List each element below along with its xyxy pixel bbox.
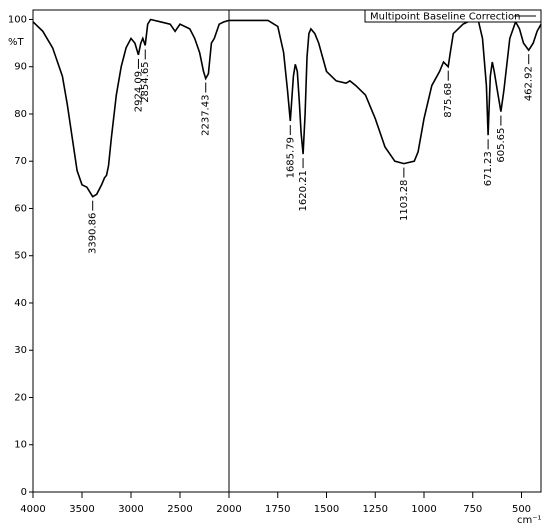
x-tick-label: 3500: [69, 504, 94, 515]
peak-label: 2924.09: [133, 71, 144, 112]
x-tick-label: 1500: [314, 504, 339, 515]
peak-label: 3390.86: [88, 213, 99, 254]
x-tick-label: 750: [463, 504, 482, 515]
y-tick-label: 10: [14, 440, 27, 451]
peak-label: 2854.65: [140, 61, 151, 102]
x-axis-label: cm⁻¹: [517, 515, 542, 526]
x-tick-label: 2500: [167, 504, 192, 515]
y-tick-label: 40: [14, 298, 27, 309]
peak-label: 875.68: [443, 83, 454, 118]
x-tick-label: 4000: [20, 504, 45, 515]
y-tick-label: 50: [14, 251, 27, 262]
peak-label: 1685.79: [285, 137, 296, 178]
x-tick-label: 500: [512, 504, 531, 515]
y-tick-label: 100: [8, 14, 27, 25]
y-tick-label: 80: [14, 109, 27, 120]
x-tick-label: 1750: [265, 504, 290, 515]
y-tick-label: 30: [14, 345, 27, 356]
y-axis-label: %T: [8, 37, 25, 48]
plot-frame: [32, 9, 542, 493]
y-tick-label: 90: [14, 62, 27, 73]
x-tick-label: 1250: [363, 504, 388, 515]
x-tick-label: 2000: [216, 504, 241, 515]
peak-label: 2237.43: [201, 95, 212, 136]
legend-label: Multipoint Baseline Correction: [370, 12, 520, 23]
peak-label: 1620.21: [298, 170, 309, 211]
y-tick-label: 70: [14, 156, 27, 167]
y-tick-label: 20: [14, 392, 27, 403]
x-tick-label: 1000: [411, 504, 436, 515]
peak-label: 462.92: [524, 66, 535, 101]
legend-box: [364, 9, 542, 23]
y-tick-label: 60: [14, 203, 27, 214]
peak-label: 1103.28: [399, 180, 410, 221]
peak-label: 671.23: [483, 151, 494, 186]
spectrum-line: [32, 18, 542, 198]
x-tick-label: 3000: [118, 504, 143, 515]
y-tick-label: 0: [21, 487, 27, 498]
peak-label: 605.65: [496, 128, 507, 163]
